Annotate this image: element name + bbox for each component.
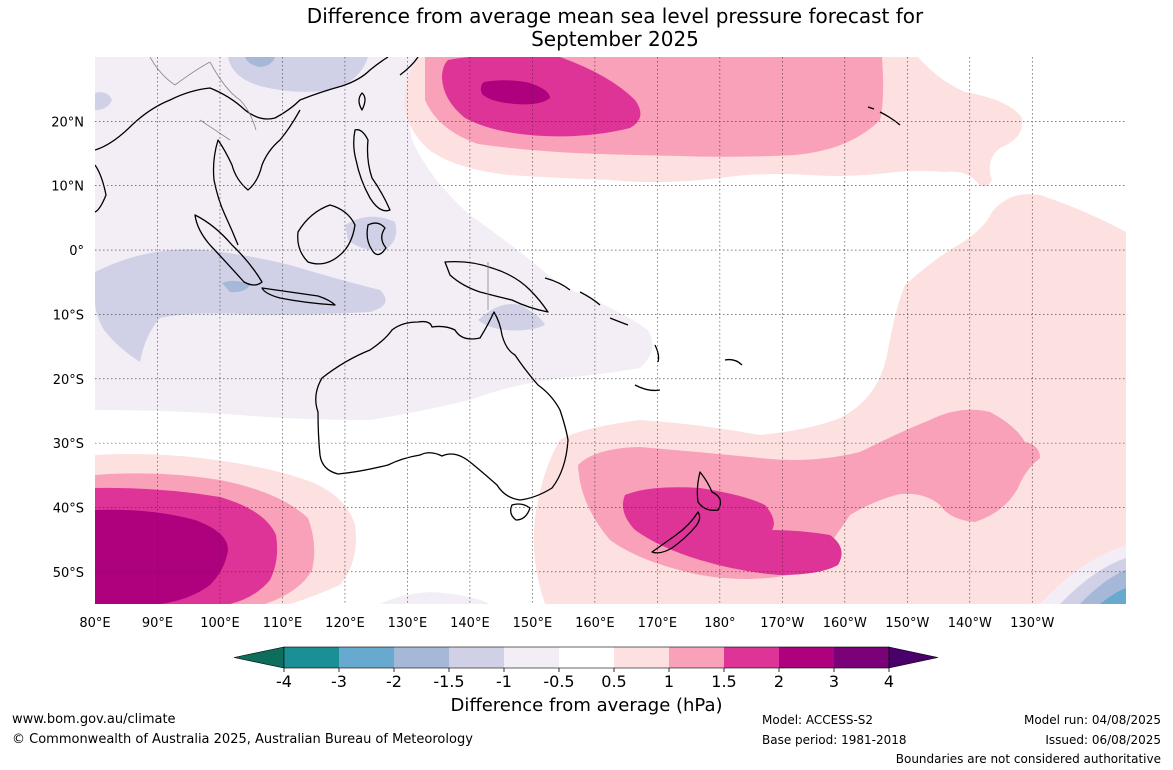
anomaly-region-minus-2-southeast — [1100, 588, 1126, 604]
boundary-disclaimer: Boundaries are not considered authoritat… — [895, 752, 1161, 766]
anomaly-region-plus-1.5-south-pacific — [622, 487, 842, 575]
colorbar-segment — [559, 647, 614, 668]
website-link[interactable]: www.bom.gov.au/climate — [12, 712, 176, 727]
colorbar-segment — [834, 647, 889, 668]
colorbar-tick-label: -1.5 — [433, 672, 464, 691]
latitude-label: 10°N — [51, 180, 84, 195]
longitude-label: 110°E — [263, 616, 303, 631]
longitude-tick-labels: 80°E 90°E 100°E 110°E 120°E 130°E 140°E 150°E 16… — [79, 616, 1054, 631]
colorbar-segment — [614, 647, 669, 668]
coastline-sumatra — [194, 214, 263, 286]
colorbar-segment — [779, 647, 834, 668]
coastline-new-zealand-south — [651, 511, 701, 554]
colorbar-segment — [394, 647, 449, 668]
coastline-taiwan — [358, 92, 366, 111]
colorbar-tick-label: 0.5 — [601, 672, 626, 691]
longitude-label: 170°W — [760, 616, 804, 631]
longitude-label: 130°E — [388, 616, 428, 631]
model-name: Model: ACCESS-S2 — [762, 713, 874, 727]
anomaly-region-minus-1.5-b — [222, 280, 250, 293]
coastline-japan — [399, 57, 419, 76]
latitude-tick-labels: 20°N 10°N 0° 10°S 20°S 30°S 40°S 50°S — [51, 115, 84, 580]
colorbar: -4 -3 -2 -1.5 -1 -0.5 0.5 1 1.5 2 3 4 — [233, 646, 939, 691]
colorbar-tick-label: -4 — [276, 672, 292, 691]
coastline-sulawesi — [366, 222, 387, 256]
coastline-philippines — [353, 129, 391, 212]
longitude-label: 100°E — [200, 616, 240, 631]
model-run-date: Model run: 04/08/2025 — [1023, 713, 1161, 727]
anomaly-region-plus-2-north-pacific — [480, 80, 550, 105]
colorbar-tick-label: -0.5 — [543, 672, 574, 691]
coastline-new-zealand-north — [696, 471, 722, 511]
coastline-borneo — [297, 204, 356, 265]
issued-date: Issued: 06/08/2025 — [1045, 733, 1161, 747]
coastline-tasmania — [510, 503, 531, 521]
chart-title: Difference from average mean sea level p… — [0, 5, 1173, 51]
colorbar-tick-label: 1.5 — [711, 672, 736, 691]
latitude-label: 40°S — [53, 501, 84, 516]
longitude-label: 150°E — [513, 616, 553, 631]
title-line-2: September 2025 — [531, 27, 699, 51]
colorbar-segment — [284, 647, 339, 668]
latitude-label: 50°S — [53, 566, 84, 581]
latitude-label: 0° — [69, 244, 84, 259]
colorbar-outline — [283, 646, 890, 669]
country-borders — [149, 57, 489, 310]
longitude-label: 130°W — [1010, 616, 1054, 631]
longitude-label: 140°E — [450, 616, 490, 631]
anomaly-region-minus-1-bay-of-bengal — [95, 92, 112, 110]
colorbar-extend-min — [233, 646, 285, 669]
colorbar-label: Difference from average (hPa) — [450, 695, 723, 716]
colorbar-segment — [339, 647, 394, 668]
anomaly-region-plus-2-southern-indian-ocean — [95, 509, 228, 604]
coastline-hawaii — [867, 106, 901, 126]
anomaly-region-minus-0.5-south — [380, 592, 490, 604]
coastlines — [95, 57, 901, 554]
base-period: Base period: 1981-2018 — [762, 733, 907, 747]
colorbar-tick-label: -1 — [496, 672, 512, 691]
longitude-label: 160°E — [575, 616, 615, 631]
colorbar-segment — [724, 647, 779, 668]
copyright-text: © Commonwealth of Australia 2025, Austra… — [12, 732, 473, 747]
latitude-label: 20°S — [53, 373, 84, 388]
coastline-png-islands — [544, 277, 629, 326]
colorbar-tick-label: 2 — [774, 672, 784, 691]
longitude-label: 170°E — [638, 616, 678, 631]
colorbar-tick-label: 4 — [884, 672, 894, 691]
coastline-asia-mainland — [95, 57, 389, 246]
longitude-label: 160°W — [823, 616, 867, 631]
colorbar-tick-label: 3 — [829, 672, 839, 691]
coastline-new-guinea — [444, 260, 549, 313]
colorbar-segment — [449, 647, 504, 668]
anomaly-region-minus-1-coral-sea — [478, 304, 545, 331]
latitude-label: 30°S — [53, 437, 84, 452]
coastline-india — [95, 164, 107, 213]
colorbar-extend-max — [888, 646, 939, 669]
anomaly-region-minus-1.5-a — [245, 57, 275, 67]
anomaly-region-minus-1-west — [95, 249, 386, 362]
colorbar-segment — [504, 647, 559, 668]
coastline-vanuatu-fiji — [634, 344, 743, 392]
longitude-label: 80°E — [79, 616, 110, 631]
colorbar-tick-label: -3 — [331, 672, 347, 691]
latitude-label: 10°S — [53, 308, 84, 323]
anomaly-region-minus-1-borneo — [345, 216, 397, 251]
title-line-1: Difference from average mean sea level p… — [306, 4, 924, 28]
coastline-australia — [315, 311, 569, 501]
colorbar-tick-label: -2 — [386, 672, 402, 691]
coastline-java — [261, 287, 336, 306]
longitude-label: 180° — [704, 616, 735, 631]
colorbar-tick-label: 1 — [664, 672, 674, 691]
longitude-label: 140°W — [948, 616, 992, 631]
anomaly-field — [95, 57, 1126, 604]
colorbar-segment — [669, 647, 724, 668]
latitude-label: 20°N — [51, 115, 84, 130]
longitude-label: 150°W — [885, 616, 929, 631]
graticule — [95, 57, 1126, 604]
longitude-label: 120°E — [325, 616, 365, 631]
longitude-label: 90°E — [142, 616, 173, 631]
